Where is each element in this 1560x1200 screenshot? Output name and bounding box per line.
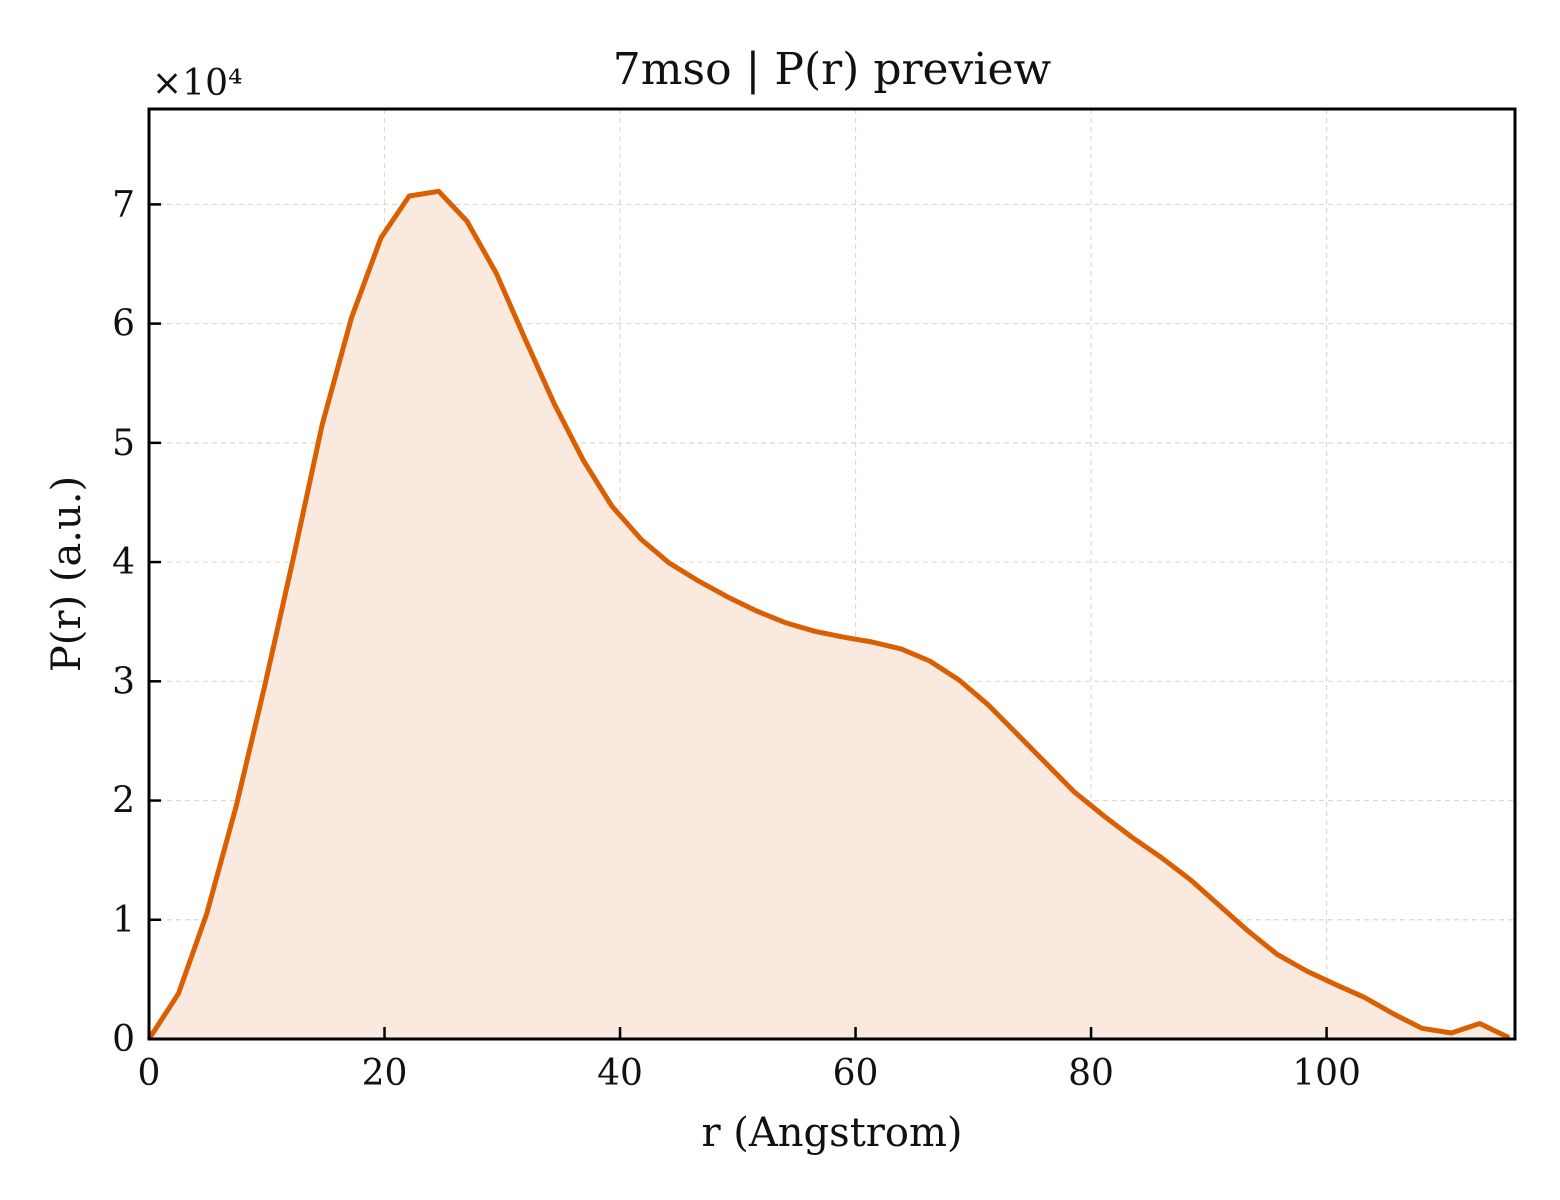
y-tick-label: 1: [112, 900, 135, 941]
plot-frame: [147, 107, 1517, 1041]
y-axis-label: P(r) (a.u.): [44, 476, 90, 672]
chart-title: 7mso | P(r) preview: [613, 44, 1052, 95]
y-tick-label: 2: [112, 781, 135, 822]
series-line: [146, 188, 1511, 1041]
y-tick-label: 4: [112, 542, 135, 583]
y-multiplier: ×10⁴: [152, 63, 242, 104]
x-axis-label: r (Angstrom): [701, 1110, 962, 1156]
y-tick-label: 7: [112, 184, 135, 225]
x-tick-label: 40: [597, 1053, 643, 1094]
x-tick-label: 80: [1068, 1053, 1114, 1094]
y-tick-label: 5: [112, 423, 135, 464]
y-tick-label: 3: [112, 661, 135, 702]
x-tick-label: 20: [362, 1053, 408, 1094]
x-tick-label: 0: [138, 1053, 161, 1094]
x-tick-label: 60: [833, 1053, 879, 1094]
y-axis-ticks: 0 1 2 3 4 5 6 7: [112, 184, 161, 1060]
y-tick-label: 6: [112, 304, 135, 345]
x-tick-label: 100: [1292, 1053, 1361, 1094]
area-fill: [149, 191, 1510, 1040]
x-axis-ticks: 0 20 40 60 80 100: [138, 1027, 1361, 1094]
y-tick-label: 0: [112, 1019, 135, 1060]
